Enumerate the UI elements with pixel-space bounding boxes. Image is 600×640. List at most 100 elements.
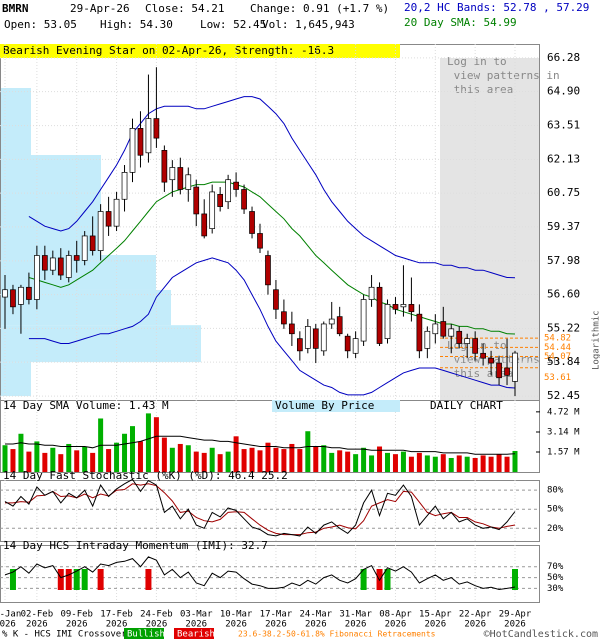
panel-frame bbox=[0, 545, 540, 603]
candle-body bbox=[265, 255, 271, 286]
x-tick-label: 17-Feb bbox=[100, 610, 133, 620]
volume-bar bbox=[377, 446, 383, 472]
footer-fibonacci: 23.6-38.2-50-61.8% Fibonacci Retracement… bbox=[238, 630, 436, 639]
x-tick-year: 2026 bbox=[424, 620, 446, 630]
x-tick-label: 08-Apr bbox=[379, 610, 412, 620]
volume-bar bbox=[297, 449, 303, 472]
candle-body bbox=[360, 299, 367, 342]
volume-bar bbox=[169, 447, 175, 472]
volume-bar bbox=[145, 413, 151, 472]
candle-body bbox=[249, 211, 255, 234]
candle-body bbox=[320, 323, 327, 352]
candle-body bbox=[169, 167, 176, 181]
plot: Log in to view patterns in this areaLog … bbox=[0, 44, 600, 640]
level-label: 53.61 bbox=[544, 373, 571, 383]
locked-note: Log in to view patterns in this area bbox=[447, 55, 560, 96]
candle-body bbox=[304, 326, 311, 349]
volume-bar bbox=[106, 449, 112, 472]
level-label: 54.07 bbox=[544, 352, 571, 362]
volume-bar bbox=[137, 441, 143, 472]
panel-frame bbox=[0, 480, 540, 542]
x-tick-label: 27-Jan bbox=[0, 610, 21, 620]
candle-body bbox=[480, 352, 486, 359]
volume-bar bbox=[496, 454, 502, 472]
volume-bar bbox=[369, 455, 375, 472]
sma-line bbox=[28, 181, 516, 335]
x-tick-label: 31-Mar bbox=[339, 610, 372, 620]
y-tick-label: 62.13 bbox=[547, 152, 580, 165]
volume-bar bbox=[273, 447, 279, 472]
volume-bar bbox=[345, 451, 351, 472]
candle-body bbox=[105, 211, 112, 227]
candle-body bbox=[281, 311, 287, 325]
volume-bar bbox=[10, 449, 16, 472]
x-tick-label: 15-Apr bbox=[419, 610, 452, 620]
candle-body bbox=[201, 213, 208, 237]
candle-body bbox=[400, 304, 407, 308]
bearish-box bbox=[174, 628, 214, 639]
y-tick-label: 20% bbox=[547, 524, 564, 534]
x-tick-label: 29-Apr bbox=[499, 610, 532, 620]
candle-body bbox=[241, 189, 247, 210]
date: 29-Apr-26 bbox=[70, 2, 130, 15]
level-label: 54.44 bbox=[544, 343, 571, 353]
y-tick-label: 53.84 bbox=[547, 355, 580, 368]
open: Open: 53.05 bbox=[4, 18, 77, 31]
volume-bar bbox=[281, 449, 287, 472]
volume-bar bbox=[400, 451, 406, 472]
candle-body bbox=[289, 323, 295, 335]
candle-body bbox=[456, 330, 463, 344]
high: High: 54.30 bbox=[100, 18, 173, 31]
volume-bar bbox=[193, 451, 199, 472]
volume-bar bbox=[74, 450, 80, 472]
candle-body bbox=[49, 257, 56, 271]
close: Close: 54.21 bbox=[145, 2, 224, 15]
volume-by-price-bar bbox=[1, 88, 31, 156]
banner-bg bbox=[0, 44, 400, 58]
lower-band bbox=[28, 257, 516, 396]
candle-body bbox=[153, 118, 160, 139]
x-tick-year: 2026 bbox=[345, 620, 367, 630]
volume-sma-line bbox=[5, 435, 516, 455]
volume-bar bbox=[241, 449, 247, 472]
candle-body bbox=[137, 128, 144, 156]
candle-body bbox=[57, 257, 64, 276]
candle-body bbox=[225, 179, 231, 203]
candle-body bbox=[488, 357, 494, 364]
volume-bar bbox=[353, 454, 359, 472]
candle-body bbox=[81, 235, 88, 261]
candle-body bbox=[512, 352, 518, 382]
y-tick-label: 60.75 bbox=[547, 186, 580, 199]
footer-bullish: Bullish bbox=[127, 630, 165, 640]
candle-body bbox=[177, 167, 184, 190]
x-tick-year: 2026 bbox=[385, 620, 407, 630]
volume-bar bbox=[329, 452, 335, 472]
y-tick-label: 56.60 bbox=[547, 288, 580, 301]
candle-body bbox=[193, 186, 200, 215]
candle-body bbox=[392, 304, 399, 310]
volume-bar bbox=[161, 437, 167, 472]
volume-bar bbox=[153, 417, 159, 472]
candle-body bbox=[472, 338, 479, 354]
footer-legend: % K - HCS IMI Crossover, bbox=[2, 630, 132, 640]
candle-body bbox=[89, 235, 96, 251]
volume-by-price-bar bbox=[1, 325, 201, 363]
candle-body bbox=[34, 255, 40, 300]
candle-body bbox=[424, 330, 431, 349]
volume-bar bbox=[209, 447, 215, 472]
candle-body bbox=[296, 338, 303, 352]
volume-bar bbox=[66, 443, 72, 472]
candle-body bbox=[496, 362, 502, 379]
sma-info: 20 Day SMA: 54.99 bbox=[404, 16, 517, 29]
y-tick-label: 80% bbox=[547, 486, 564, 496]
bullish-box bbox=[124, 628, 164, 639]
candle-body bbox=[328, 318, 335, 325]
volume-by-price-bar bbox=[1, 362, 31, 397]
candle-body bbox=[26, 286, 32, 300]
upper-band bbox=[28, 96, 516, 279]
volume-bar bbox=[416, 452, 422, 472]
vbp-label: Volume By Price bbox=[275, 399, 374, 412]
volume-bar bbox=[456, 455, 462, 472]
volume-bar bbox=[289, 443, 295, 472]
y-tick-label: 70% bbox=[547, 562, 564, 572]
